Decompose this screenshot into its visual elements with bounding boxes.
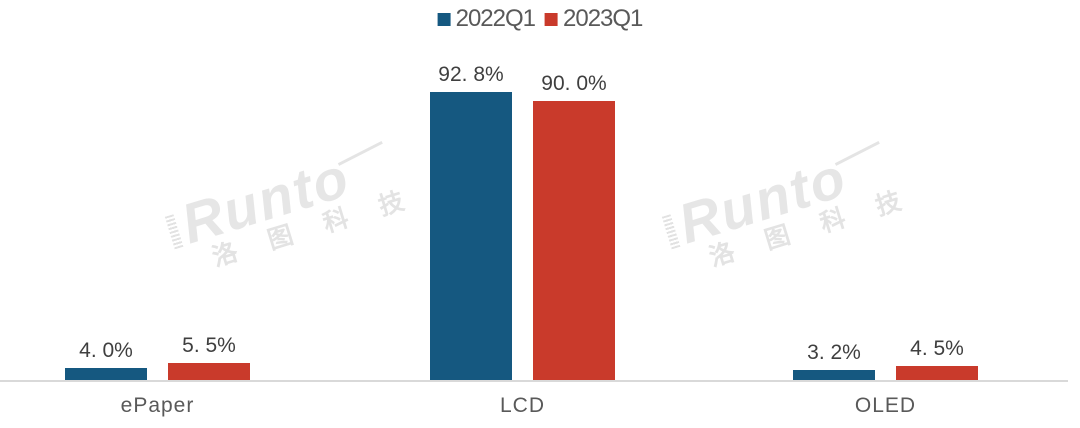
legend-swatch-2023q1 [545, 12, 558, 26]
x-axis-line [0, 380, 1068, 382]
barcode-mark-icon [164, 214, 184, 250]
bar-2023q1-epaper [168, 363, 250, 380]
data-label-2022q1-lcd: 92. 8% [438, 63, 504, 86]
data-label-2023q1-oled: 4. 5% [910, 337, 964, 360]
runto-logo-text: Runto [671, 144, 854, 256]
legend-label-2022q1: 2022Q1 [455, 5, 536, 32]
data-label-2023q1-lcd: 90. 0% [541, 72, 607, 95]
runto-logo-text: Runto [174, 144, 357, 256]
bar-2023q1-oled [896, 366, 978, 380]
x-tick-oled: OLED [854, 394, 917, 417]
logo-flourish [834, 140, 880, 166]
bar-2023q1-lcd [533, 101, 615, 380]
bar-2022q1-oled [793, 370, 875, 380]
legend: 2022Q1 2023Q1 [437, 5, 643, 32]
runto-watermark: Runto 洛 图 科 技 [161, 136, 420, 284]
legend-label-2023q1: 2023Q1 [563, 5, 643, 32]
legend-item-2022q1: 2022Q1 [437, 5, 536, 32]
runto-watermark: Runto 洛 图 科 技 [658, 136, 917, 284]
runto-cjk-text: 洛 图 科 技 [209, 183, 420, 272]
data-label-2022q1-oled: 3. 2% [807, 341, 861, 364]
x-tick-epaper: ePaper [120, 394, 195, 417]
bar-2022q1-lcd [430, 92, 512, 380]
barcode-mark-icon [661, 214, 681, 250]
runto-cjk-text: 洛 图 科 技 [706, 183, 917, 272]
legend-item-2023q1: 2023Q1 [545, 5, 643, 32]
x-tick-lcd: LCD [499, 394, 546, 417]
logo-flourish [337, 140, 383, 166]
bar-2022q1-epaper [65, 368, 147, 380]
legend-swatch-2022q1 [437, 12, 451, 26]
data-label-2023q1-epaper: 5. 5% [182, 334, 236, 357]
data-label-2022q1-epaper: 4. 0% [79, 339, 133, 362]
